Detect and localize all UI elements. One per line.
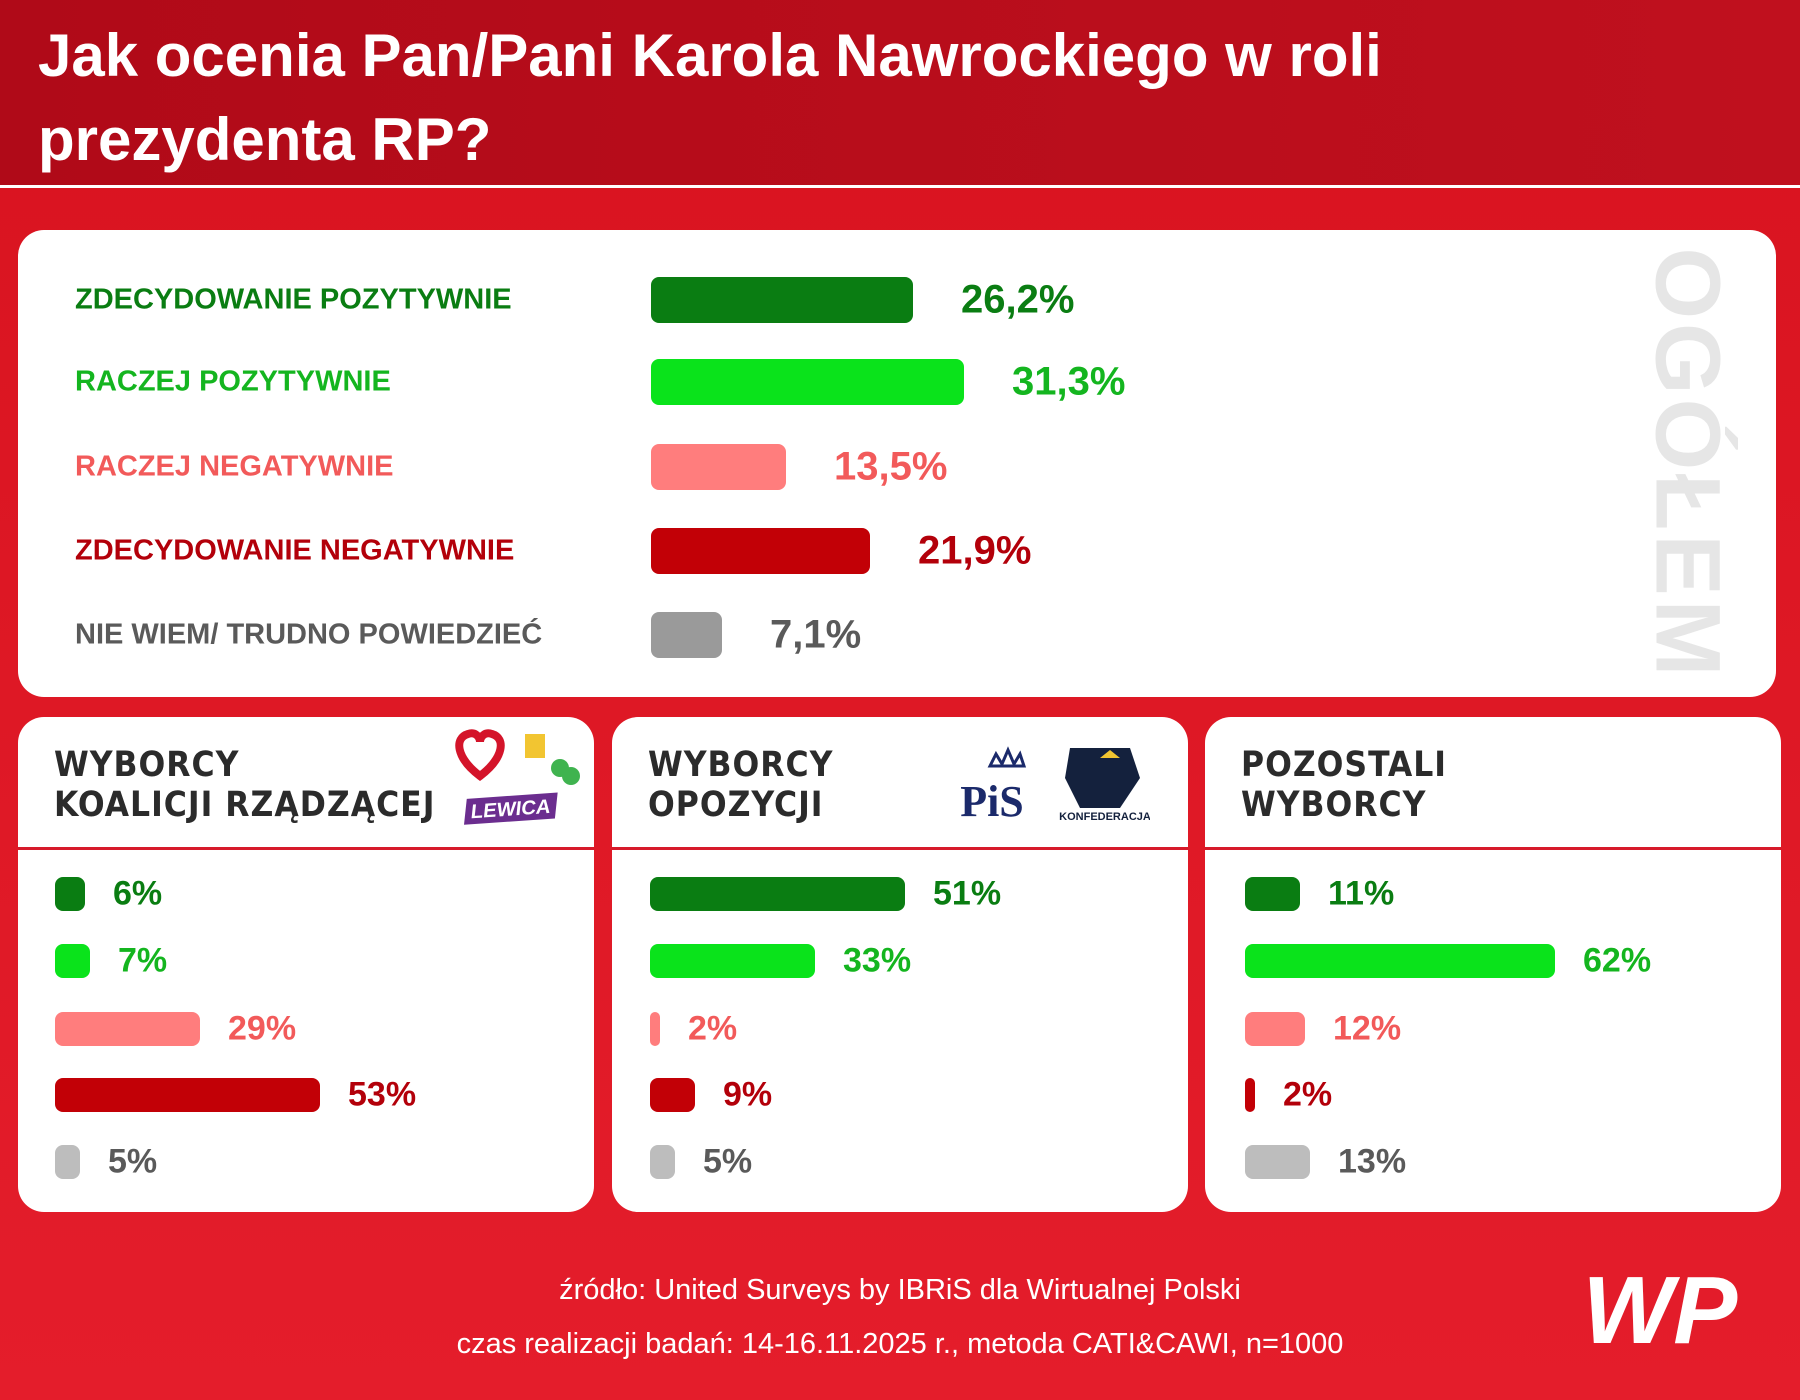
bar (651, 359, 964, 405)
bar (1245, 1145, 1310, 1179)
bar (1245, 1012, 1305, 1046)
wp-logo: WP (1583, 1257, 1739, 1364)
icon-square (525, 734, 545, 758)
value-label: 13% (1338, 1142, 1407, 1181)
value-label: 29% (228, 1009, 297, 1048)
konfederacja-text: KONFEDERACJA (1059, 811, 1150, 823)
footer-details: czas realizacji badań: 14-16.11.2025 r.,… (456, 1328, 1344, 1360)
value-label: 13,5% (834, 444, 948, 489)
bar (651, 277, 913, 323)
header (0, 0, 1800, 188)
main-title: Jak ocenia Pan/Pani Karola Nawrockiego w… (38, 22, 1382, 173)
bar (1245, 944, 1555, 978)
value-label: 62% (1583, 941, 1652, 980)
value-label: 33% (843, 941, 912, 980)
logo-opposition: PiS KONFEDERACJA (960, 746, 1150, 826)
bar (55, 877, 85, 911)
bar (650, 1145, 675, 1179)
side-label: OGÓŁEM (1636, 247, 1739, 681)
value-label: 11% (1328, 874, 1395, 913)
value-label: 2% (1283, 1075, 1333, 1114)
bar (650, 1078, 695, 1112)
value-label: 21,9% (918, 528, 1032, 573)
value-label: 7,1% (770, 612, 862, 657)
bar (55, 1012, 200, 1046)
divider (18, 847, 594, 850)
pis-text: PiS (960, 777, 1024, 826)
divider (1205, 847, 1781, 850)
category-label: ZDECYDOWANIE POZYTYWNIE (75, 283, 512, 316)
bar (651, 444, 786, 490)
bar (1245, 877, 1300, 911)
bar (1245, 1078, 1255, 1112)
value-label: 53% (348, 1075, 417, 1114)
bar (55, 944, 90, 978)
category-label: RACZEJ POZYTYWNIE (75, 365, 391, 398)
lewica-badge: LEWICA (464, 792, 558, 825)
heart-icon (455, 729, 505, 782)
value-label: 6% (113, 874, 163, 913)
bar (651, 612, 722, 658)
wp-text: WP (1583, 1257, 1739, 1364)
lewica-rect (464, 792, 558, 825)
panel-title: WYBORCY KOALICJI RZĄDZĄCEJ (54, 745, 436, 825)
logo-coalition: LEWICA (455, 729, 580, 825)
crown-icon (987, 746, 1027, 768)
clover-icon (562, 767, 580, 785)
value-label: 12% (1333, 1009, 1402, 1048)
value-label: 51% (933, 874, 1002, 913)
konfederacja-icon (1065, 748, 1140, 808)
value-label: 5% (703, 1142, 753, 1181)
value-label: 2% (688, 1009, 738, 1048)
divider (612, 847, 1188, 850)
value-label: 26,2% (961, 277, 1075, 322)
footer-source: źródło: United Surveys by IBRiS dla Wirt… (559, 1274, 1241, 1306)
value-label: 31,3% (1012, 359, 1126, 404)
value-label: 5% (108, 1142, 158, 1181)
category-label: ZDECYDOWANIE NEGATYWNIE (75, 534, 515, 567)
category-label: NIE WIEM/ TRUDNO POWIEDZIEĆ (75, 618, 543, 651)
bar (650, 944, 815, 978)
bar (650, 1012, 660, 1046)
bar (55, 1078, 320, 1112)
bar (55, 1145, 80, 1179)
panel-title: POZOSTALI WYBORCY (1241, 745, 1448, 825)
category-label: RACZEJ NEGATYWNIE (75, 450, 394, 483)
value-label: 7% (118, 941, 168, 980)
bar (651, 528, 870, 574)
panel-title: WYBORCY OPOZYCJI (648, 745, 834, 825)
value-label: 9% (723, 1075, 773, 1114)
konf-crown (1100, 750, 1120, 758)
bar (650, 877, 905, 911)
